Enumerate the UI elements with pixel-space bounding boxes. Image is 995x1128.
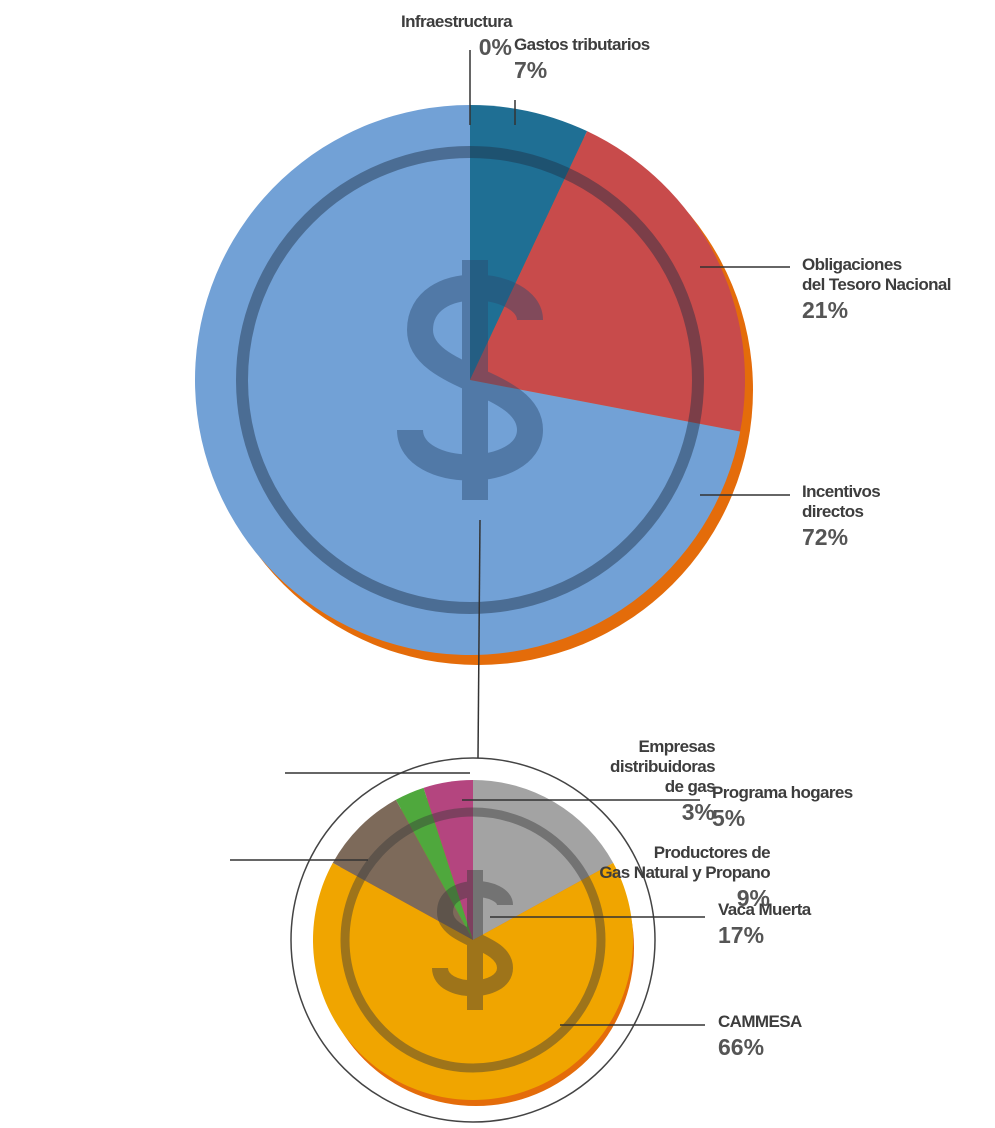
chart	[0, 0, 995, 1128]
value-label: 7%	[514, 55, 650, 85]
value-label: 5%	[712, 803, 853, 833]
category-name: Incentivos directos	[802, 482, 880, 521]
page: Infraestructura0%Gastos tributarios7% Obl…	[0, 0, 995, 1128]
value-label: 72%	[802, 522, 880, 552]
category-name: Empresas distribuidoras de gas	[610, 737, 715, 796]
category-name: Gastos tributarios	[514, 35, 650, 54]
value-label: 9%	[599, 883, 770, 913]
value-label: 0%	[401, 32, 512, 62]
value-label: 66%	[718, 1032, 802, 1062]
category-name: Obligaciones del Tesoro Nacional	[802, 255, 951, 294]
value-label: 3%	[610, 797, 715, 827]
category-name: Programa hogares	[712, 783, 853, 802]
category-name: Infraestructura	[401, 12, 512, 31]
category-name: CAMMESA	[718, 1012, 802, 1031]
value-label: 21%	[802, 295, 951, 325]
value-label: 17%	[718, 920, 811, 950]
category-name: Productores de Gas Natural y Propano	[599, 843, 770, 882]
